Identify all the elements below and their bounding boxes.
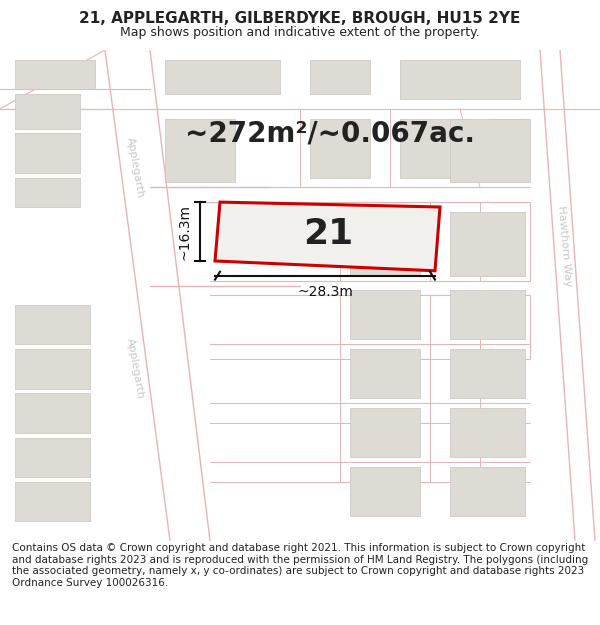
Polygon shape — [15, 349, 90, 389]
Polygon shape — [450, 291, 525, 339]
Polygon shape — [15, 305, 90, 344]
Polygon shape — [350, 408, 420, 458]
Polygon shape — [450, 119, 530, 182]
Polygon shape — [400, 119, 460, 178]
Polygon shape — [450, 349, 525, 398]
Polygon shape — [350, 467, 420, 516]
Polygon shape — [450, 212, 525, 276]
Polygon shape — [450, 408, 525, 458]
Polygon shape — [15, 94, 80, 129]
Polygon shape — [400, 60, 520, 99]
Polygon shape — [15, 133, 80, 172]
Polygon shape — [350, 212, 420, 276]
Text: ~28.3m: ~28.3m — [297, 286, 353, 299]
Polygon shape — [15, 482, 90, 521]
Text: ~272m²/~0.067ac.: ~272m²/~0.067ac. — [185, 119, 475, 148]
Text: ~16.3m: ~16.3m — [178, 204, 192, 259]
Polygon shape — [310, 60, 370, 94]
Polygon shape — [15, 394, 90, 432]
Polygon shape — [15, 60, 95, 89]
Text: Contains OS data © Crown copyright and database right 2021. This information is : Contains OS data © Crown copyright and d… — [12, 543, 588, 588]
Polygon shape — [310, 119, 370, 178]
Polygon shape — [350, 349, 420, 398]
Polygon shape — [15, 438, 90, 477]
Polygon shape — [15, 177, 80, 207]
Text: 21, APPLEGARTH, GILBERDYKE, BROUGH, HU15 2YE: 21, APPLEGARTH, GILBERDYKE, BROUGH, HU15… — [79, 11, 521, 26]
Polygon shape — [350, 291, 420, 339]
Text: Applegarth: Applegarth — [125, 338, 145, 400]
Polygon shape — [490, 119, 525, 178]
Polygon shape — [165, 119, 235, 182]
Text: Applegarth: Applegarth — [125, 136, 145, 199]
Text: Hawthorn Way: Hawthorn Way — [556, 205, 574, 288]
Polygon shape — [165, 60, 280, 94]
Text: Map shows position and indicative extent of the property.: Map shows position and indicative extent… — [120, 26, 480, 39]
Polygon shape — [215, 202, 440, 271]
Text: 21: 21 — [303, 217, 353, 251]
Polygon shape — [450, 467, 525, 516]
